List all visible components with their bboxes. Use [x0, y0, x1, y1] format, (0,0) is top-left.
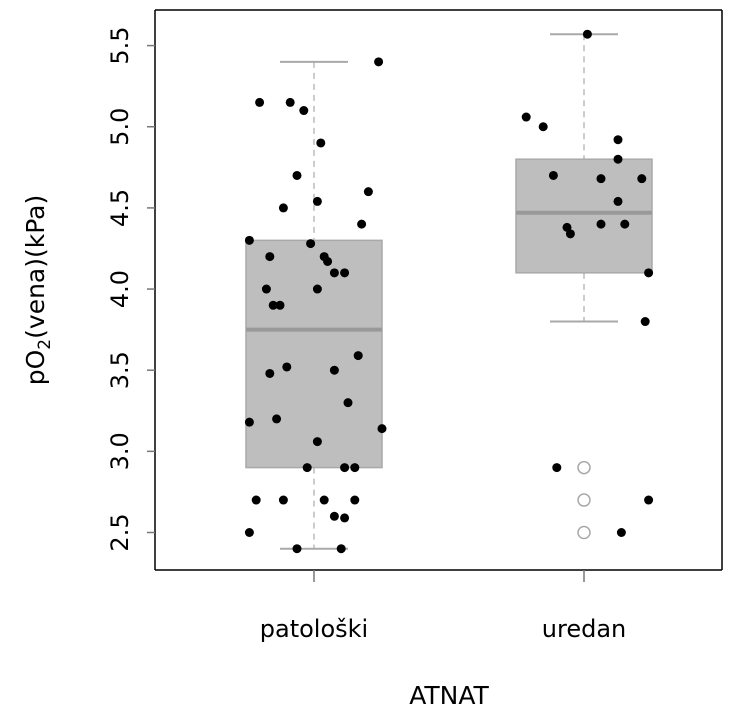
data-point	[582, 29, 592, 39]
data-point	[268, 300, 278, 310]
y-tick-label: 4.0	[106, 270, 134, 308]
data-point	[350, 463, 360, 473]
data-point	[613, 196, 623, 206]
data-point	[350, 495, 360, 505]
y-axis-title-subscript: 2	[35, 339, 55, 350]
data-point	[353, 351, 363, 361]
y-tick-label: 5.0	[106, 108, 134, 146]
data-point	[329, 268, 339, 278]
axes: 2.5 3.0 3.5 4.0 4.5 5.0 5.5 patološki uredan	[106, 9, 723, 643]
outlier-point	[577, 493, 591, 507]
data-point	[292, 170, 302, 180]
data-point	[620, 219, 630, 229]
data-point	[357, 219, 367, 229]
outlier-point	[577, 525, 591, 540]
data-point	[644, 495, 654, 505]
data-point	[319, 495, 329, 505]
data-point	[644, 268, 654, 278]
data-point	[340, 513, 350, 523]
data-point	[312, 196, 322, 206]
data-point	[299, 106, 309, 116]
data-point	[306, 239, 316, 249]
data-point	[278, 203, 288, 213]
data-point	[613, 154, 623, 164]
y-tick-label: 5.5	[106, 27, 134, 65]
y-tick-label: 3.0	[106, 432, 134, 470]
data-point	[302, 463, 312, 473]
data-point	[596, 174, 606, 184]
data-point	[565, 229, 575, 239]
data-point	[329, 365, 339, 375]
data-point	[329, 511, 339, 521]
data-point	[521, 112, 531, 122]
data-point	[278, 495, 288, 505]
data-point	[285, 97, 295, 107]
data-point	[336, 544, 346, 554]
data-point	[377, 424, 387, 434]
data-point	[282, 362, 292, 372]
data-point	[548, 170, 558, 180]
data-point	[637, 174, 647, 184]
plot-area	[244, 29, 654, 554]
y-tick-label: 2.5	[106, 513, 134, 551]
data-point	[261, 284, 271, 294]
data-point	[616, 528, 626, 537]
data-point	[538, 122, 548, 132]
data-point	[343, 398, 353, 408]
x-tick-label: uredan	[542, 615, 626, 643]
data-point	[323, 256, 333, 266]
outlier-point	[577, 460, 591, 475]
data-point	[340, 268, 350, 278]
x-tick-label: patološki	[260, 615, 368, 643]
data-point	[265, 368, 275, 378]
data-point	[292, 544, 302, 554]
data-point	[552, 463, 562, 473]
data-point	[374, 57, 384, 67]
data-point	[244, 528, 254, 537]
data-point	[251, 495, 261, 505]
y-axis-title-prefix: pO	[21, 350, 50, 386]
y-axis-title: pO2(vena)(kPa)	[21, 195, 55, 385]
data-point	[363, 187, 373, 197]
data-point	[275, 300, 285, 310]
data-point	[244, 235, 254, 245]
data-point	[255, 97, 265, 107]
data-point	[596, 219, 606, 229]
data-point	[316, 138, 326, 148]
y-tick-label: 3.5	[106, 351, 134, 389]
data-point	[340, 463, 350, 473]
data-point	[312, 437, 322, 447]
y-tick-label: 4.5	[106, 189, 134, 227]
data-point	[265, 252, 275, 262]
x-axis-title: ATNAT	[409, 681, 489, 710]
data-point	[272, 414, 282, 424]
data-point	[244, 417, 254, 427]
y-axis-title-suffix: (vena)(kPa)	[21, 195, 50, 339]
data-point	[640, 317, 650, 327]
box-iqr	[515, 158, 653, 274]
data-point	[312, 284, 322, 294]
data-point	[613, 135, 623, 145]
